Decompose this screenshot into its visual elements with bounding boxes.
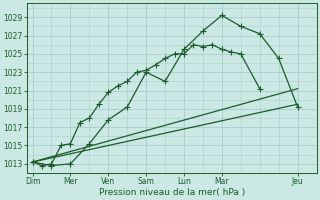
X-axis label: Pression niveau de la mer( hPa ): Pression niveau de la mer( hPa ) <box>99 188 245 197</box>
